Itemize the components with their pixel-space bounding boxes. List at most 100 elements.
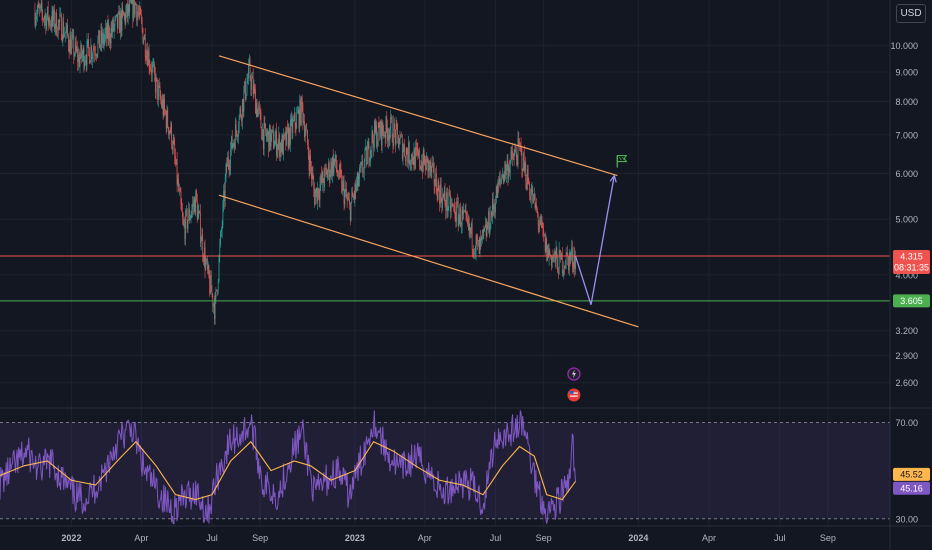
candle-body[interactable] — [188, 208, 190, 221]
candle-body[interactable] — [532, 189, 534, 203]
candle-body[interactable] — [240, 108, 242, 116]
candle-body[interactable] — [555, 248, 557, 262]
candle-body[interactable] — [275, 130, 277, 140]
candle-body[interactable] — [292, 120, 294, 134]
candle-body[interactable] — [371, 131, 373, 150]
candle-body[interactable] — [228, 164, 230, 170]
candle-body[interactable] — [193, 203, 194, 207]
candle-body[interactable] — [242, 99, 244, 112]
candle-body[interactable] — [67, 35, 69, 47]
candle-body[interactable] — [314, 188, 315, 205]
candle-body[interactable] — [71, 35, 73, 40]
candle-body[interactable] — [238, 129, 239, 137]
candle-body[interactable] — [115, 16, 117, 19]
candle-body[interactable] — [447, 207, 449, 211]
candle-body[interactable] — [376, 125, 378, 147]
candle-body[interactable] — [297, 112, 298, 114]
candle-body[interactable] — [333, 158, 335, 173]
candle-body[interactable] — [286, 127, 287, 145]
candle-body[interactable] — [106, 26, 107, 39]
candle-body[interactable] — [395, 123, 397, 144]
candle-body[interactable] — [494, 207, 496, 213]
candle-body[interactable] — [408, 142, 409, 164]
candle-body[interactable] — [424, 159, 426, 164]
candle-body[interactable] — [250, 78, 252, 89]
candle-body[interactable] — [81, 44, 82, 58]
candle-body[interactable] — [140, 7, 141, 15]
candle-body[interactable] — [320, 174, 322, 185]
candle-body[interactable] — [139, 7, 141, 14]
candle-body[interactable] — [129, 1, 131, 13]
candle-body[interactable] — [276, 149, 278, 156]
candle-body[interactable] — [234, 142, 235, 150]
candle-body[interactable] — [450, 194, 451, 212]
candle-body[interactable] — [526, 182, 527, 190]
candle-body[interactable] — [433, 162, 434, 165]
candle-body[interactable] — [291, 118, 293, 134]
candle-body[interactable] — [459, 207, 461, 217]
candle-body[interactable] — [147, 51, 148, 66]
candle-body[interactable] — [381, 122, 383, 146]
candle-body[interactable] — [255, 89, 256, 114]
candle-body[interactable] — [165, 113, 167, 129]
candle-body[interactable] — [296, 113, 298, 129]
candle-body[interactable] — [332, 157, 333, 176]
candle-body[interactable] — [203, 247, 205, 262]
candle-body[interactable] — [101, 30, 103, 43]
candle-body[interactable] — [64, 34, 65, 37]
candle-body[interactable] — [44, 14, 46, 19]
candle-body[interactable] — [565, 252, 567, 268]
candle-body[interactable] — [518, 138, 520, 142]
candle-body[interactable] — [266, 134, 268, 138]
candle-body[interactable] — [269, 125, 271, 147]
candle-body[interactable] — [307, 130, 308, 146]
candle-body[interactable] — [49, 18, 51, 26]
candle-body[interactable] — [510, 150, 512, 162]
candle-body[interactable] — [346, 188, 347, 198]
candle-body[interactable] — [245, 81, 246, 99]
candle-body[interactable] — [467, 218, 468, 224]
candle-body[interactable] — [232, 143, 234, 149]
candle-body[interactable] — [103, 39, 105, 45]
candle-body[interactable] — [474, 251, 476, 253]
candle-body[interactable] — [329, 174, 331, 180]
candle-body[interactable] — [566, 252, 568, 254]
channel-lower-line[interactable] — [218, 194, 639, 328]
candle-body[interactable] — [158, 85, 160, 87]
candle-body[interactable] — [112, 19, 113, 33]
candle-body[interactable] — [56, 12, 58, 36]
candle-body[interactable] — [337, 172, 339, 177]
candle-body[interactable] — [568, 256, 569, 271]
candle-body[interactable] — [471, 223, 473, 250]
candle-body[interactable] — [298, 109, 300, 128]
candle-body[interactable] — [328, 162, 330, 180]
candle-body[interactable] — [397, 125, 398, 135]
candle-body[interactable] — [85, 60, 86, 63]
candle-body[interactable] — [60, 14, 61, 16]
candle-body[interactable] — [430, 161, 432, 173]
candle-body[interactable] — [50, 24, 51, 26]
candle-body[interactable] — [220, 231, 221, 246]
channel-upper-line[interactable] — [218, 55, 618, 177]
candle-body[interactable] — [351, 192, 353, 202]
candle-body[interactable] — [84, 62, 86, 68]
candle-body[interactable] — [343, 182, 345, 205]
candle-body[interactable] — [478, 240, 479, 242]
candle-body[interactable] — [265, 123, 266, 133]
candle-body[interactable] — [66, 24, 68, 31]
candle-body[interactable] — [116, 14, 117, 17]
candle-body[interactable] — [63, 21, 65, 37]
candle-body[interactable] — [181, 204, 183, 212]
candle-body[interactable] — [301, 97, 303, 104]
candle-body[interactable] — [340, 170, 342, 174]
candle-body[interactable] — [344, 191, 346, 205]
candle-body[interactable] — [45, 14, 47, 30]
candle-body[interactable] — [417, 149, 419, 156]
candle-body[interactable] — [54, 27, 56, 29]
candle-body[interactable] — [436, 192, 438, 201]
candle-body[interactable] — [42, 12, 44, 19]
candle-body[interactable] — [377, 122, 379, 140]
candle-body[interactable] — [279, 134, 280, 157]
candle-body[interactable] — [540, 216, 542, 221]
candle-body[interactable] — [180, 191, 182, 205]
